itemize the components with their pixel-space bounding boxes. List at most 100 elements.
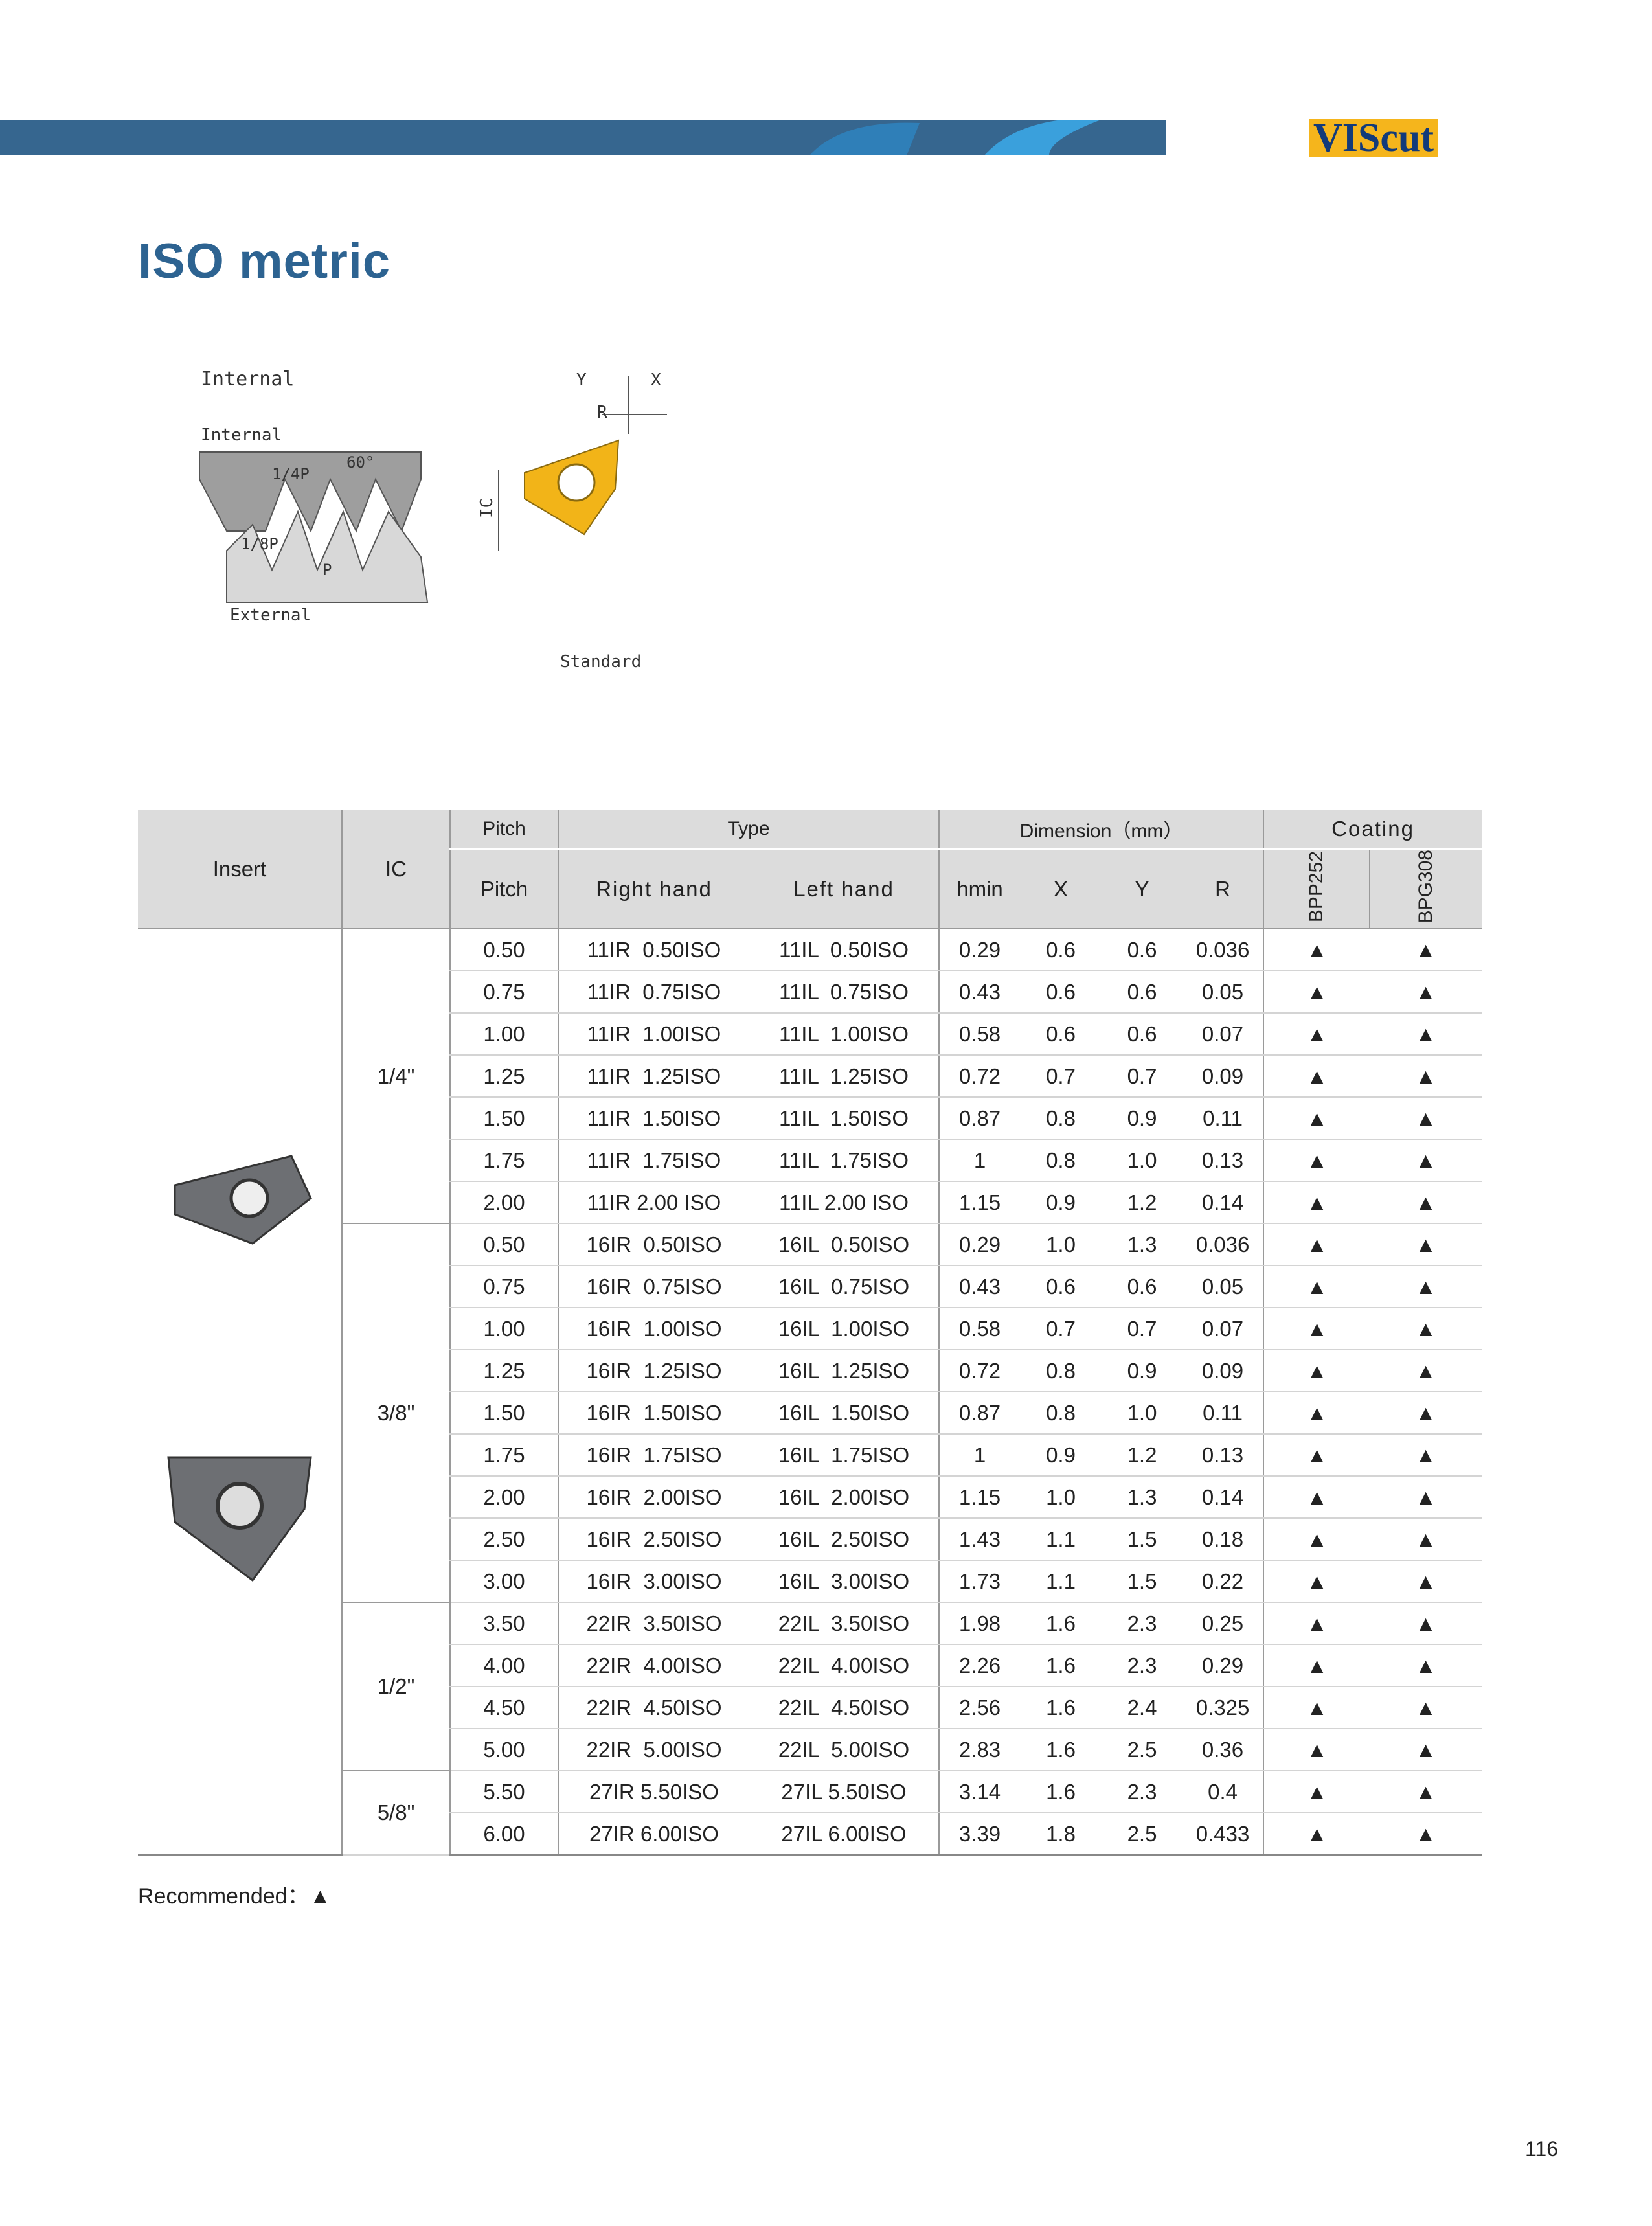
table-row: 1/2" 3.50 22IR 3.50ISO 22IL 3.50ISO 1.98 1.6 2… <box>138 1602 1482 1772</box>
diagram-label: P <box>322 561 332 579</box>
header-cell: Y <box>1102 849 1183 930</box>
table-cell: 16IL 1.50ISO <box>749 1392 940 1435</box>
table-cell: 0.8 <box>1020 1097 1102 1141</box>
table-cell: 1 <box>938 1434 1021 1477</box>
table-cell: 2.26 <box>938 1644 1021 1688</box>
table-cell: 16IR 1.25ISO <box>558 1350 749 1393</box>
coating-mark: ▲ <box>1370 1013 1482 1056</box>
table-cell: 16IL 2.00ISO <box>749 1476 940 1519</box>
coating-mark: ▲ <box>1263 1602 1370 1646</box>
table-cell: 0.8 <box>1020 1350 1102 1393</box>
table-body: 1/4" 0.50 11IR 0.50ISO 11IL 0.50ISO 0.29 0.6 0… <box>138 929 1482 1856</box>
coating-mark: ▲ <box>1370 1687 1482 1730</box>
table-cell: 1.6 <box>1020 1644 1102 1688</box>
table-cell: 22IR 3.50ISO <box>558 1602 749 1646</box>
coating-mark: ▲ <box>1263 1518 1370 1562</box>
table-cell: 22IL 4.50ISO <box>749 1687 940 1730</box>
table-cell: 2.3 <box>1102 1644 1183 1688</box>
table-cell: 0.6 <box>1102 971 1183 1014</box>
table-cell: 0.07 <box>1182 1013 1264 1056</box>
table-cell: 27IL 6.00ISO <box>749 1813 940 1856</box>
table-cell: 0.9 <box>1020 1434 1102 1477</box>
header-cell: IC <box>341 810 450 930</box>
diagram-caption: Internal <box>201 368 295 391</box>
table-cell: 2.5 <box>1102 1729 1183 1772</box>
insert-image <box>174 1155 312 1245</box>
coating-mark: ▲ <box>1263 1729 1370 1772</box>
table-cell: 0.29 <box>938 929 1021 972</box>
table-cell: 1.25 <box>449 1350 558 1393</box>
table-cell: 1.15 <box>938 1476 1021 1519</box>
coating-mark: ▲ <box>1263 1308 1370 1351</box>
table-cell: 0.7 <box>1102 1055 1183 1098</box>
coating-mark: ▲ <box>1370 1602 1482 1646</box>
table-cell: 0.43 <box>938 1266 1021 1309</box>
table-cell: 1.75 <box>449 1434 558 1477</box>
table-cell: 22IL 3.50ISO <box>749 1602 940 1646</box>
coating-mark: ▲ <box>1263 1476 1370 1519</box>
table-cell: 3.50 <box>449 1602 558 1646</box>
table-cell: 0.29 <box>1182 1644 1264 1688</box>
diagram-label: X <box>651 370 661 390</box>
header-row: Insert IC Pitch Type Dimension（mm） Coating <box>138 810 1482 930</box>
table-cell: 22IL 4.00ISO <box>749 1644 940 1688</box>
table-cell: 16IR 1.75ISO <box>558 1434 749 1477</box>
table-cell: 0.6 <box>1020 971 1102 1014</box>
header-cell: Coating <box>1263 810 1482 850</box>
table-cell: 0.11 <box>1182 1392 1264 1435</box>
table-cell: 0.07 <box>1182 1308 1264 1351</box>
coating-mark: ▲ <box>1263 1055 1370 1098</box>
table-row: 3.00 16IR 3.00ISO 16IL 3.00ISO 1.73 1.1 1.5 0.… <box>138 1560 1482 1604</box>
table-cell: 16IR 2.50ISO <box>558 1518 749 1562</box>
table-cell: 0.6 <box>1102 929 1183 972</box>
table-cell: 22IR 4.00ISO <box>558 1644 749 1688</box>
header-cell: R <box>1182 849 1264 930</box>
table-cell: 2.00 <box>449 1476 558 1519</box>
table-cell: 1.73 <box>938 1560 1021 1604</box>
table-row: 1.00 16IR 1.00ISO 16IL 1.00ISO 0.58 0.7 0.7 0.… <box>138 1308 1482 1351</box>
table-cell: 0.036 <box>1182 1223 1264 1267</box>
table-cell: 0.58 <box>938 1308 1021 1351</box>
coating-mark: ▲ <box>1263 1139 1370 1183</box>
table-cell: 11IR 1.75ISO <box>558 1139 749 1183</box>
coating-mark: ▲ <box>1263 1350 1370 1393</box>
table-cell: 1.5 <box>1102 1518 1183 1562</box>
table-cell: 11IL 1.00ISO <box>749 1013 940 1056</box>
table-cell: 0.75 <box>449 1266 558 1309</box>
table-cell: 27IL 5.50ISO <box>749 1771 940 1814</box>
table-cell: 16IL 3.00ISO <box>749 1560 940 1604</box>
table-row: 5.00 22IR 5.00ISO 22IL 5.00ISO 2.83 1.6 2.5 0.… <box>138 1729 1482 1772</box>
table-cell: 2.5 <box>1102 1813 1183 1856</box>
table-cell: 0.29 <box>938 1223 1021 1267</box>
table-cell: 11IR 0.75ISO <box>558 971 749 1014</box>
header-label: BPP252 <box>1306 850 1328 922</box>
table-cell: 1.50 <box>449 1097 558 1141</box>
table-row: 2.00 16IR 2.00ISO 16IL 2.00ISO 1.15 1.0 1.3 0.… <box>138 1476 1482 1519</box>
diagram-label: Standard <box>560 652 641 672</box>
coating-mark: ▲ <box>1263 1813 1370 1856</box>
table-cell: 1.50 <box>449 1392 558 1435</box>
header-cell: Type <box>557 810 940 850</box>
table-cell: 22IL 5.00ISO <box>749 1729 940 1772</box>
legend-symbol: ▲ <box>309 1884 332 1909</box>
header-cell: Pitch <box>449 810 558 850</box>
table-row: 2.50 16IR 2.50ISO 16IL 2.50ISO 1.43 1.1 1.5 0.… <box>138 1518 1482 1562</box>
header-row: Pitch Right hand Left hand hmin X Y R BPP252 BPG… <box>138 849 1482 930</box>
table-cell: 16IL 2.50ISO <box>749 1518 940 1562</box>
table-cell: 11IL 1.50ISO <box>749 1097 940 1141</box>
table-cell: 1.8 <box>1020 1813 1102 1856</box>
table-cell: 0.14 <box>1182 1476 1264 1519</box>
coating-mark: ▲ <box>1370 1392 1482 1435</box>
table-cell: 0.4 <box>1182 1771 1264 1814</box>
coating-mark: ▲ <box>1263 1223 1370 1267</box>
coating-mark: ▲ <box>1263 1097 1370 1141</box>
diagram-label: IC <box>477 498 497 518</box>
table-cell: 0.25 <box>1182 1602 1264 1646</box>
coating-mark: ▲ <box>1370 1813 1482 1856</box>
table-cell: 1.6 <box>1020 1602 1102 1646</box>
table-cell: 1.1 <box>1020 1560 1102 1604</box>
table-cell: 11IL 1.25ISO <box>749 1055 940 1098</box>
diagram-label: Y <box>576 370 587 390</box>
table-cell: 16IR 0.75ISO <box>558 1266 749 1309</box>
